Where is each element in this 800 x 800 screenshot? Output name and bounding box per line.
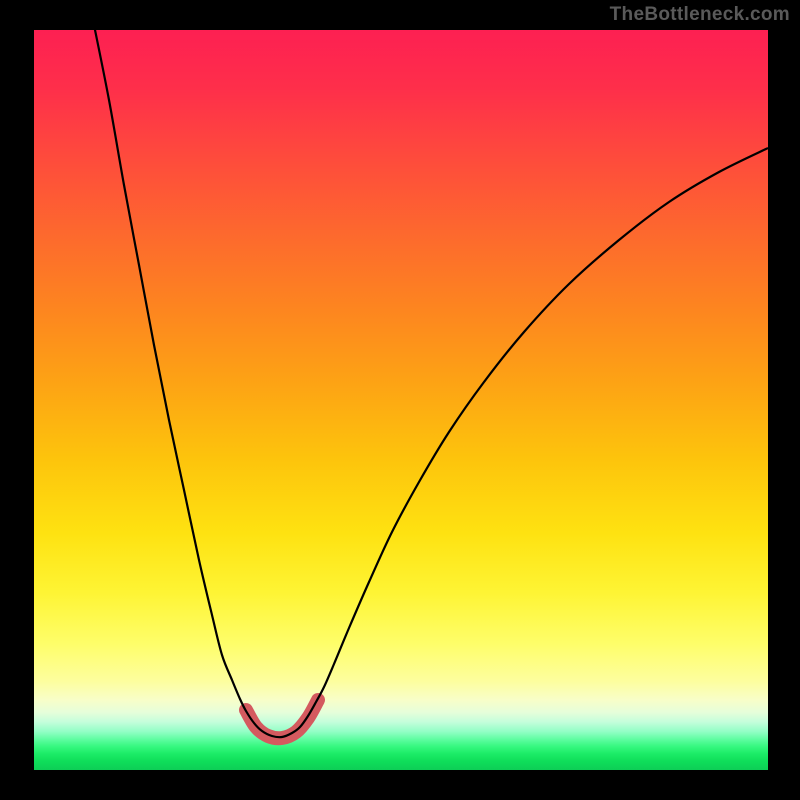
watermark-text: TheBottleneck.com (610, 4, 790, 26)
chart-canvas: TheBottleneck.com (0, 0, 800, 800)
plot-area (34, 30, 768, 770)
chart-svg (34, 30, 768, 770)
